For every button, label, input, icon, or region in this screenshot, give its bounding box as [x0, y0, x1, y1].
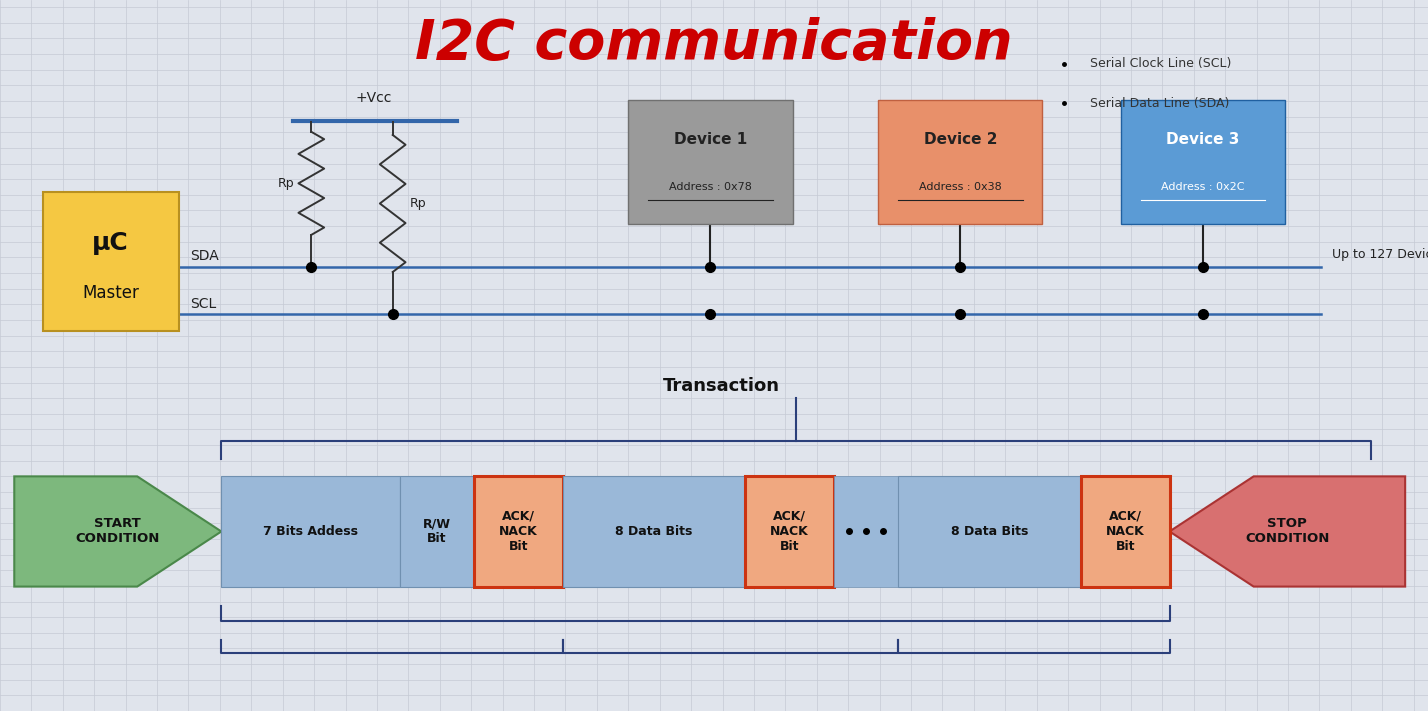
Polygon shape [400, 476, 474, 587]
Polygon shape [14, 476, 221, 587]
Text: Serial Clock Line (SCL): Serial Clock Line (SCL) [1090, 58, 1231, 70]
Text: ACK/
NACK
Bit: ACK/ NACK Bit [498, 510, 538, 553]
Text: I2C communication: I2C communication [416, 17, 1012, 71]
Text: Device 1: Device 1 [674, 132, 747, 147]
Polygon shape [745, 476, 834, 587]
Polygon shape [1081, 476, 1170, 587]
Polygon shape [474, 476, 563, 587]
Text: 8 Data Bits: 8 Data Bits [951, 525, 1028, 538]
Text: R/W
Bit: R/W Bit [423, 518, 451, 545]
Text: Rp: Rp [410, 197, 427, 210]
Text: START
CONDITION: START CONDITION [76, 518, 160, 545]
Polygon shape [221, 476, 400, 587]
Text: Device 2: Device 2 [924, 132, 997, 147]
FancyBboxPatch shape [1121, 100, 1285, 224]
Text: Master: Master [83, 284, 139, 302]
Polygon shape [563, 476, 745, 587]
Text: Address : 0x78: Address : 0x78 [668, 181, 753, 192]
Text: SCL: SCL [190, 296, 216, 311]
Text: SDA: SDA [190, 249, 218, 263]
Polygon shape [834, 476, 898, 587]
Text: 7 Bits Addess: 7 Bits Addess [263, 525, 358, 538]
Text: Up to 127 Device: Up to 127 Device [1332, 248, 1428, 261]
Text: Rp: Rp [277, 177, 294, 190]
FancyBboxPatch shape [43, 192, 178, 331]
Text: ACK/
NACK
Bit: ACK/ NACK Bit [1105, 510, 1145, 553]
Text: Address : 0x38: Address : 0x38 [920, 181, 1001, 192]
Text: +Vcc: +Vcc [356, 91, 393, 105]
Polygon shape [898, 476, 1081, 587]
Text: Device 3: Device 3 [1167, 132, 1240, 147]
Text: Serial Data Line (SDA): Serial Data Line (SDA) [1090, 97, 1230, 109]
Text: ACK/
NACK
Bit: ACK/ NACK Bit [770, 510, 810, 553]
Text: 8 Data Bits: 8 Data Bits [615, 525, 693, 538]
Text: STOP
CONDITION: STOP CONDITION [1245, 518, 1329, 545]
Text: Address : 0x2C: Address : 0x2C [1161, 181, 1245, 192]
Polygon shape [1170, 476, 1405, 587]
Text: Transaction: Transaction [663, 377, 780, 395]
FancyBboxPatch shape [628, 100, 793, 224]
FancyBboxPatch shape [878, 100, 1042, 224]
Text: μC: μC [93, 231, 129, 255]
